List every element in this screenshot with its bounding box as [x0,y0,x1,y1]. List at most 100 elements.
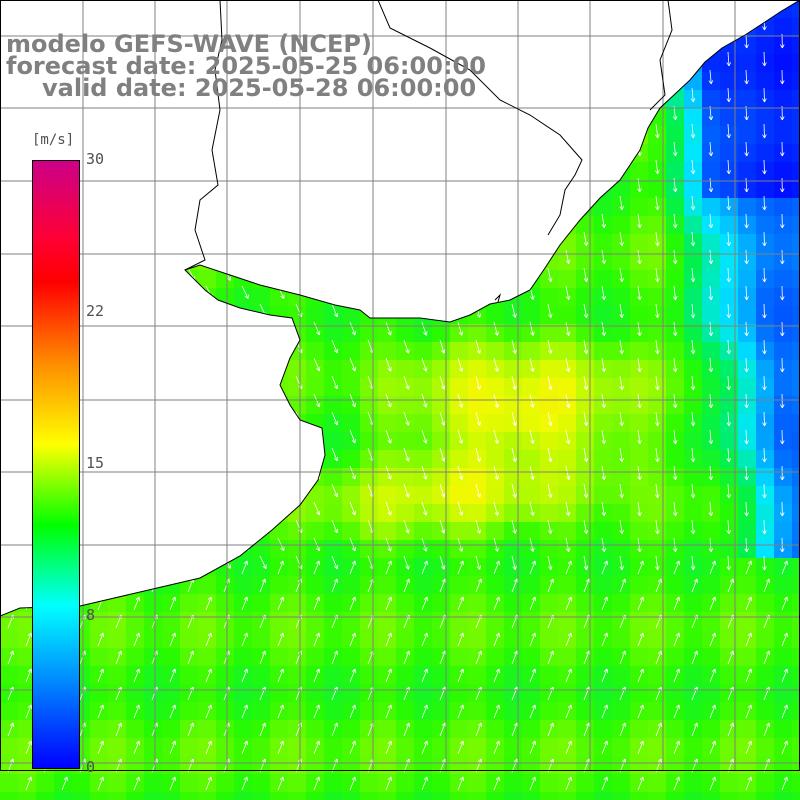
raster-cell [342,360,361,379]
raster-cell [324,306,343,325]
raster-cell [126,234,145,253]
raster-cell [108,756,127,775]
raster-cell [396,522,415,541]
raster-cell [594,684,613,703]
wind-arrow [169,429,178,443]
raster-cell [540,324,559,343]
wind-arrow [529,776,537,791]
raster-cell [360,486,379,505]
raster-cell [108,504,127,523]
raster-cell [720,270,739,289]
raster-cell [774,486,793,505]
wind-arrow [744,177,749,193]
raster-cell [756,180,775,199]
raster-cell [738,594,757,613]
raster-cell [108,774,127,793]
wind-arrow [781,596,789,611]
wind-arrow [7,447,17,460]
wind-arrow [403,267,410,282]
wind-arrow [726,51,731,67]
wind-arrow [403,650,411,665]
raster-cell [468,756,487,775]
raster-cell [720,216,739,235]
raster-cell [504,630,523,649]
raster-cell [162,180,181,199]
raster-cell [378,630,397,649]
raster-cell [630,270,649,289]
raster-cell [738,324,757,343]
raster-cell [666,342,685,361]
raster-cell [36,0,55,19]
raster-cell [522,792,541,800]
wind-arrow [511,339,517,354]
raster-cell [90,0,109,19]
raster-cell [792,684,800,703]
wind-arrow [762,87,767,103]
raster-cell [630,54,649,73]
wind-arrow [619,267,624,283]
raster-cell [720,234,739,253]
raster-cell [288,162,307,181]
wind-arrow [313,141,321,156]
raster-cell [234,180,253,199]
wind-arrow [385,501,392,516]
raster-cell [414,234,433,253]
wind-arrow [529,632,537,647]
wind-arrow [313,177,321,192]
raster-cell [126,378,145,397]
wind-arrow [403,375,410,390]
raster-cell [756,468,775,487]
wind-arrow [385,740,393,755]
wind-arrow [313,321,321,336]
raster-cell [378,792,397,800]
wind-arrow [169,537,178,551]
raster-cell [378,594,397,613]
raster-cell [720,0,739,19]
wind-arrow [637,776,645,791]
raster-cell [306,144,325,163]
wind-arrow [7,15,17,28]
raster-cell [432,648,451,667]
raster-cell [180,522,199,541]
raster-cell [342,288,361,307]
wind-arrow [457,560,465,575]
raster-cell [558,594,577,613]
wind-arrow [205,141,213,155]
wind-arrow [565,429,571,444]
raster-cell [684,288,703,307]
raster-cell [576,756,595,775]
raster-cell [684,18,703,37]
raster-cell [306,234,325,253]
raster-cell [738,396,757,415]
wind-arrow [421,560,429,575]
raster-cell [738,144,757,163]
raster-cell [486,144,505,163]
raster-cell [252,414,271,433]
raster-cell [450,198,469,217]
raster-cell [288,234,307,253]
raster-cell [594,162,613,181]
raster-cell [792,432,800,451]
raster-cell [324,270,343,289]
wind-arrow [169,177,178,191]
raster-cell [360,684,379,703]
wind-arrow [133,177,142,191]
raster-cell [576,612,595,631]
raster-cell [180,234,199,253]
raster-cell [360,234,379,253]
wind-arrow [133,632,141,647]
raster-cell [288,252,307,271]
raster-cell [576,324,595,343]
raster-cell [342,414,361,433]
raster-cell [612,612,631,631]
raster-cell [18,630,37,649]
raster-cell [180,432,199,451]
raster-cell [666,486,685,505]
wind-arrow [673,740,681,755]
raster-cell [558,720,577,739]
raster-cell [540,72,559,91]
raster-cell [162,144,181,163]
raster-cell [0,738,19,757]
wind-arrow [547,15,553,30]
raster-cell [756,774,775,793]
